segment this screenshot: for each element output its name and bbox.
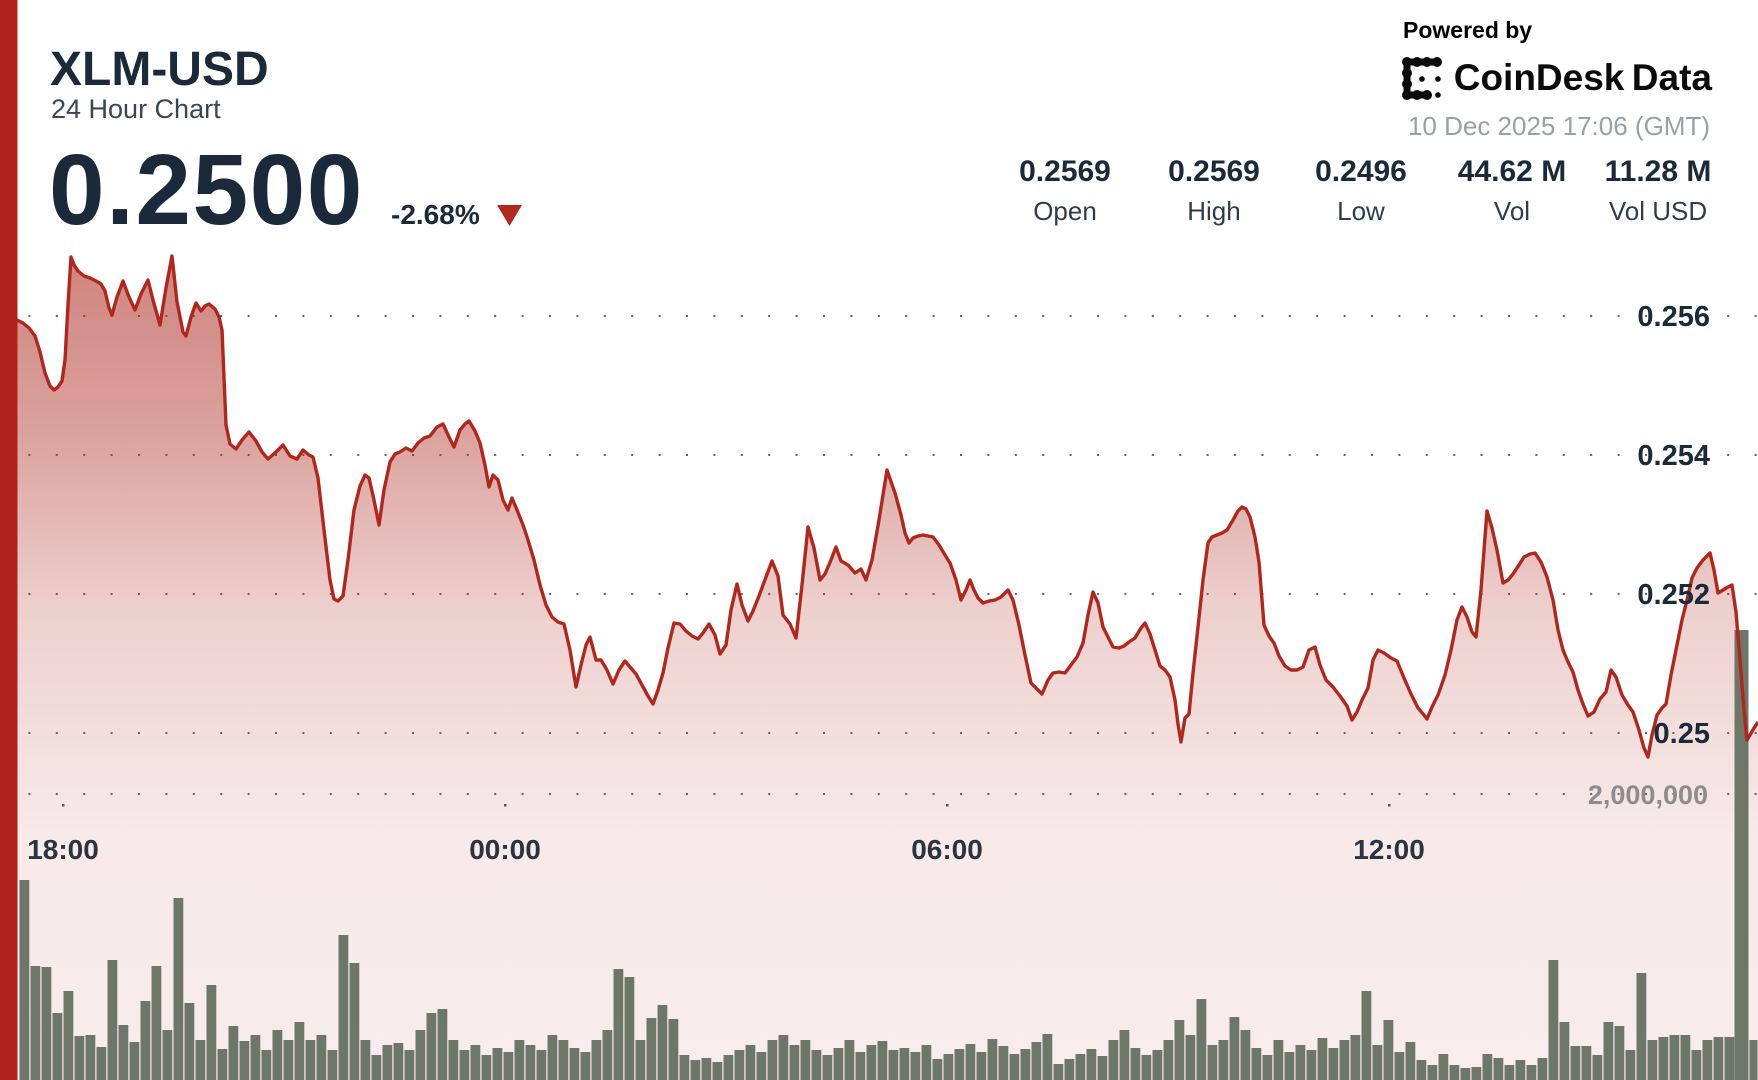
svg-text:0.252: 0.252 xyxy=(1637,579,1710,611)
svg-text:Open: Open xyxy=(1033,196,1097,226)
svg-text:0.254: 0.254 xyxy=(1637,440,1710,472)
svg-text:18:00: 18:00 xyxy=(27,834,99,865)
svg-text:0.25: 0.25 xyxy=(1654,718,1710,750)
svg-text:-2.68%: -2.68% xyxy=(391,199,480,230)
svg-text:CoinDesk Data: CoinDesk Data xyxy=(1454,57,1713,98)
svg-text:00:00: 00:00 xyxy=(469,834,541,865)
svg-text:24 Hour Chart: 24 Hour Chart xyxy=(51,94,221,124)
svg-text:12:00: 12:00 xyxy=(1353,834,1425,865)
svg-text:0.2496: 0.2496 xyxy=(1315,155,1407,188)
svg-text:High: High xyxy=(1187,196,1240,226)
svg-text:2,000,000: 2,000,000 xyxy=(1588,780,1708,810)
svg-text:Low: Low xyxy=(1337,196,1385,226)
svg-text:0.256: 0.256 xyxy=(1637,301,1710,333)
svg-text:0.2569: 0.2569 xyxy=(1168,155,1260,188)
svg-text:Vol USD: Vol USD xyxy=(1609,196,1707,226)
svg-text:06:00: 06:00 xyxy=(911,834,983,865)
svg-text:XLM-USD: XLM-USD xyxy=(50,43,269,96)
svg-text:0.2500: 0.2500 xyxy=(49,134,364,246)
svg-text:Vol: Vol xyxy=(1494,196,1530,226)
svg-text:Powered by: Powered by xyxy=(1403,17,1532,43)
svg-text:0.2569: 0.2569 xyxy=(1019,155,1111,188)
svg-text:44.62 M: 44.62 M xyxy=(1458,155,1566,188)
svg-text:11.28 M: 11.28 M xyxy=(1605,155,1712,188)
svg-text:10 Dec 2025 17:06 (GMT): 10 Dec 2025 17:06 (GMT) xyxy=(1408,111,1710,141)
